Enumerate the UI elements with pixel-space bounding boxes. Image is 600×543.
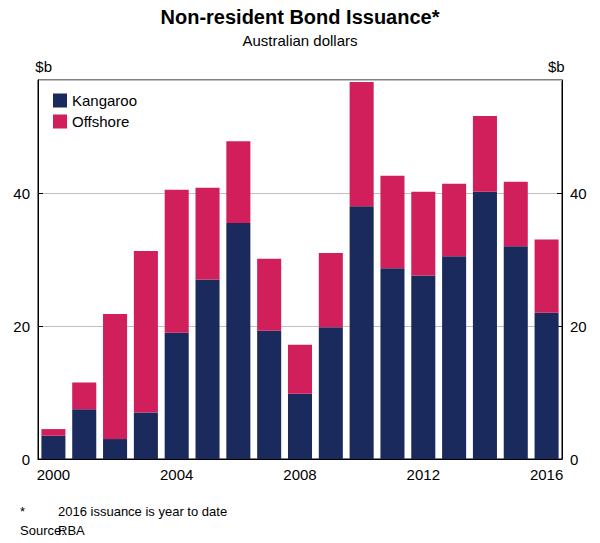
svg-text:Offshore: Offshore [72,113,129,130]
svg-text:Non-resident Bond Issuance*: Non-resident Bond Issuance* [161,6,440,28]
svg-text:Australian dollars: Australian dollars [242,32,357,49]
svg-text:$b: $b [35,58,52,75]
svg-text:20: 20 [570,318,587,335]
svg-text:2008: 2008 [283,466,316,483]
svg-text:40: 40 [570,185,587,202]
svg-text:2016 issuance is year to date: 2016 issuance is year to date [58,504,227,519]
svg-text:RBA: RBA [58,523,85,538]
svg-text:Source:: Source: [20,523,65,538]
svg-text:2004: 2004 [160,466,193,483]
svg-text:*: * [20,504,25,519]
svg-text:2012: 2012 [407,466,440,483]
svg-text:Kangaroo: Kangaroo [72,92,137,109]
svg-text:0: 0 [570,451,578,468]
svg-text:20: 20 [13,318,30,335]
svg-text:2016: 2016 [530,466,563,483]
svg-text:$b: $b [548,58,565,75]
svg-text:2000: 2000 [37,466,70,483]
svg-text:0: 0 [22,451,30,468]
svg-text:40: 40 [13,185,30,202]
